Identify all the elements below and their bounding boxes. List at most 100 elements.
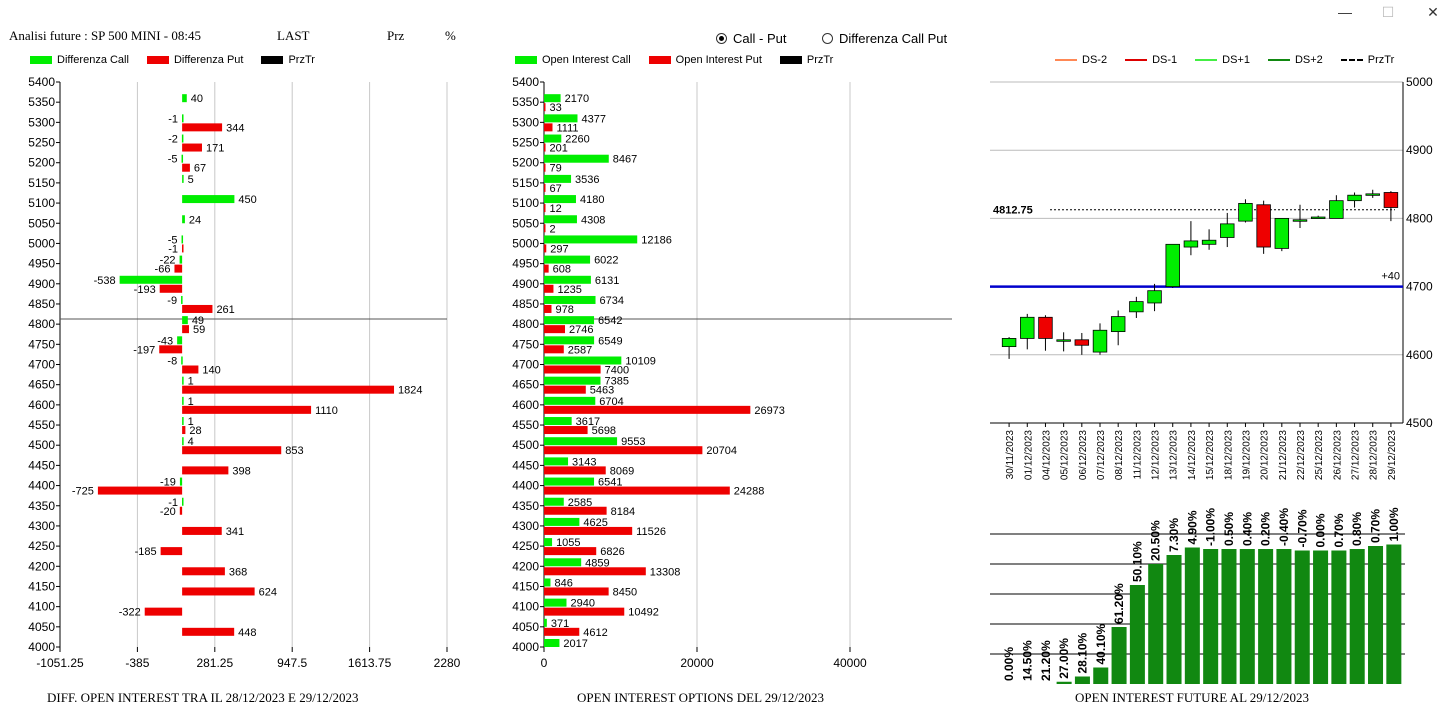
legend-item-ds-2: DS-2 [1055, 54, 1107, 66]
x-tick-label: 19/12/2023 [1241, 430, 1252, 480]
data-label: 624 [259, 586, 277, 598]
data-label: 8467 [613, 154, 637, 166]
data-label: -322 [119, 607, 141, 619]
y-tick-label: 5000 [1406, 75, 1433, 89]
call-bar [182, 376, 184, 385]
call-bar [182, 215, 185, 224]
data-label: 344 [226, 122, 244, 134]
y-tick-label: 4250 [512, 539, 539, 553]
y-tick-label: 4900 [28, 277, 55, 291]
data-label: 341 [226, 526, 244, 538]
call-bar [182, 396, 184, 405]
legend-swatch [261, 56, 284, 64]
minimize-button[interactable]: — [1338, 4, 1352, 20]
prztr-label: 4812.75 [993, 205, 1033, 217]
legend-label: DS+1 [1222, 54, 1250, 66]
legend-swatch [779, 56, 802, 64]
data-label: -8 [167, 356, 177, 368]
legend-swatch [30, 56, 52, 64]
future-oi-bar [1074, 676, 1090, 684]
data-label: 79 [550, 163, 562, 175]
candle-up [1129, 301, 1144, 313]
legend-swatch [1340, 59, 1363, 61]
data-label: 5698 [592, 425, 616, 437]
candlestick-chart: 5000 4900 4800 4700 4600 4500 30/11/2023 01/12/… [990, 75, 1433, 480]
data-label: 297 [550, 243, 568, 255]
radio-call-put-label: Call - Put [733, 31, 787, 46]
legend-swatch [146, 56, 169, 64]
data-label: 9553 [621, 436, 645, 448]
call-bar [544, 457, 569, 466]
call-bar [544, 316, 595, 325]
put-bar [544, 486, 730, 495]
put-bar [182, 627, 235, 636]
y-tick-label: 4900 [512, 277, 539, 291]
x-tick-label: 29/12/2023 [1387, 430, 1398, 480]
open-interest-options-chart: 0 20000 40000 5400 5350 5300 5250 5200 5150 5100 5… [512, 75, 952, 670]
radio-call-put[interactable]: Call - Put [716, 31, 786, 46]
legend-swatch [1055, 59, 1077, 61]
call-bar [544, 497, 564, 506]
percent-label: -0.70% [1295, 509, 1309, 547]
put-bar [544, 547, 597, 556]
data-label: 4 [188, 436, 194, 448]
data-label: 3536 [575, 174, 599, 186]
call-bar [544, 114, 578, 123]
x-tick-label: 20/12/2023 [1260, 430, 1271, 480]
call-bar [179, 477, 183, 486]
x-tick-label: 04/12/2023 [1041, 430, 1052, 480]
put-bar [544, 345, 564, 354]
y-tick-label: 5300 [28, 115, 55, 129]
data-label: 6542 [598, 315, 622, 327]
put-bar [182, 163, 190, 172]
percent-label: 21.20% [1039, 640, 1053, 681]
maximize-button[interactable]: ☐ [1381, 3, 1395, 20]
y-tick-label: 4650 [512, 378, 539, 392]
put-bar [182, 405, 312, 414]
data-label: 24288 [734, 486, 765, 498]
y-tick-label: 4750 [28, 337, 55, 351]
close-button[interactable]: ✕ [1427, 3, 1439, 20]
call-bar [544, 134, 562, 143]
data-label: 608 [553, 264, 571, 276]
y-tick-label: 4000 [28, 640, 55, 654]
x-tick-label: -385 [125, 656, 149, 670]
put-bar [182, 143, 202, 152]
future-oi-bar [1148, 564, 1164, 684]
percent-label: 50.10% [1130, 541, 1144, 582]
data-label: -1 [168, 497, 178, 509]
level-label: +40 [1381, 271, 1400, 283]
put-bar [182, 304, 213, 313]
put-bar [544, 567, 646, 576]
future-oi-bar [1349, 549, 1365, 684]
call-bar [181, 154, 184, 163]
y-tick-label: 5350 [512, 95, 539, 109]
data-label: 8069 [610, 465, 634, 477]
future-oi-bar [1386, 544, 1402, 684]
data-label: 3143 [572, 456, 596, 468]
call-bar [119, 275, 183, 284]
y-tick-label: 4050 [28, 620, 55, 634]
x-tick-label: 281.25 [196, 656, 233, 670]
data-label: 6734 [600, 295, 624, 307]
y-tick-label: 4700 [512, 358, 539, 372]
radio-diff-call-put-label: Differenza Call Put [839, 31, 948, 46]
put-bar [182, 123, 223, 132]
data-label: -193 [134, 284, 156, 296]
put-bar [544, 304, 552, 313]
x-tick-label: 30/11/2023 [1005, 430, 1016, 480]
call-bar [544, 538, 553, 547]
call-bar [544, 275, 591, 284]
radio-diff-call-put[interactable]: Differenza Call Put [822, 31, 947, 46]
call-bar [179, 255, 183, 264]
put-bar [544, 587, 609, 596]
future-oi-bar [1111, 627, 1127, 684]
put-bar [544, 365, 601, 374]
y-tick-label: 4400 [28, 479, 55, 493]
y-tick-label: 4450 [512, 458, 539, 472]
candle-up [1220, 223, 1235, 238]
legend-item-prztr: PrzTr [1340, 54, 1394, 66]
call-bar [544, 94, 561, 103]
x-tick-label: 26/12/2023 [1332, 430, 1343, 480]
candle-up [1238, 202, 1253, 222]
